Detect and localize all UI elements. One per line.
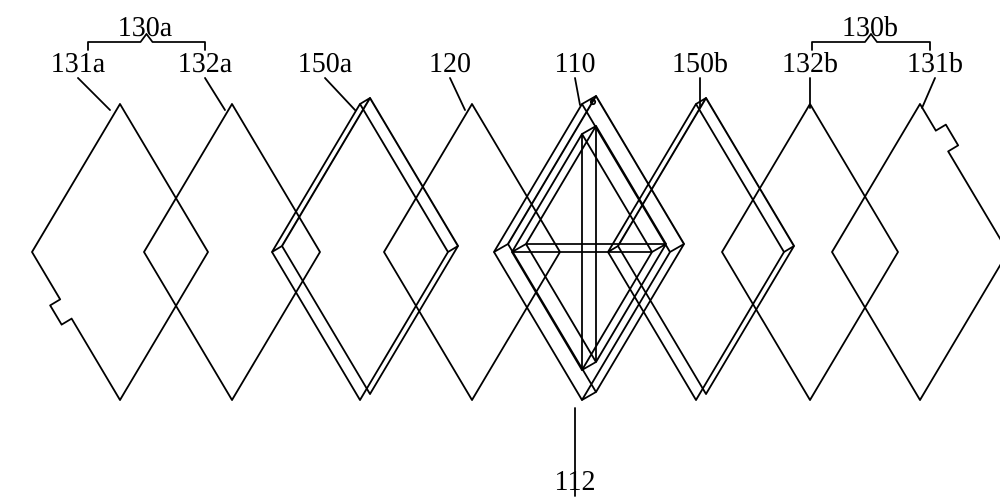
- l150b: 150b: [672, 48, 728, 79]
- l131b-leader: [922, 78, 935, 108]
- l131a: 131a: [51, 48, 106, 79]
- p132a: [144, 104, 320, 400]
- l130b: 130b: [842, 12, 898, 43]
- l131a-leader: [78, 78, 110, 110]
- l130a: 130a: [118, 12, 173, 43]
- l120-leader: [450, 78, 465, 110]
- l110: 110: [555, 48, 596, 79]
- p150a: [272, 98, 458, 400]
- p110: [494, 96, 684, 400]
- p131b: [832, 104, 1000, 400]
- l132a-leader: [205, 78, 225, 110]
- l150a-leader: [325, 78, 355, 110]
- p131a: [32, 104, 208, 400]
- l120: 120: [429, 48, 471, 79]
- l150a: 150a: [298, 48, 353, 79]
- l132b: 132b: [782, 48, 838, 79]
- l110-leader: [575, 78, 580, 105]
- p150b: [608, 98, 794, 400]
- l132a: 132a: [178, 48, 233, 79]
- p132b: [722, 104, 898, 400]
- l131b: 131b: [907, 48, 963, 79]
